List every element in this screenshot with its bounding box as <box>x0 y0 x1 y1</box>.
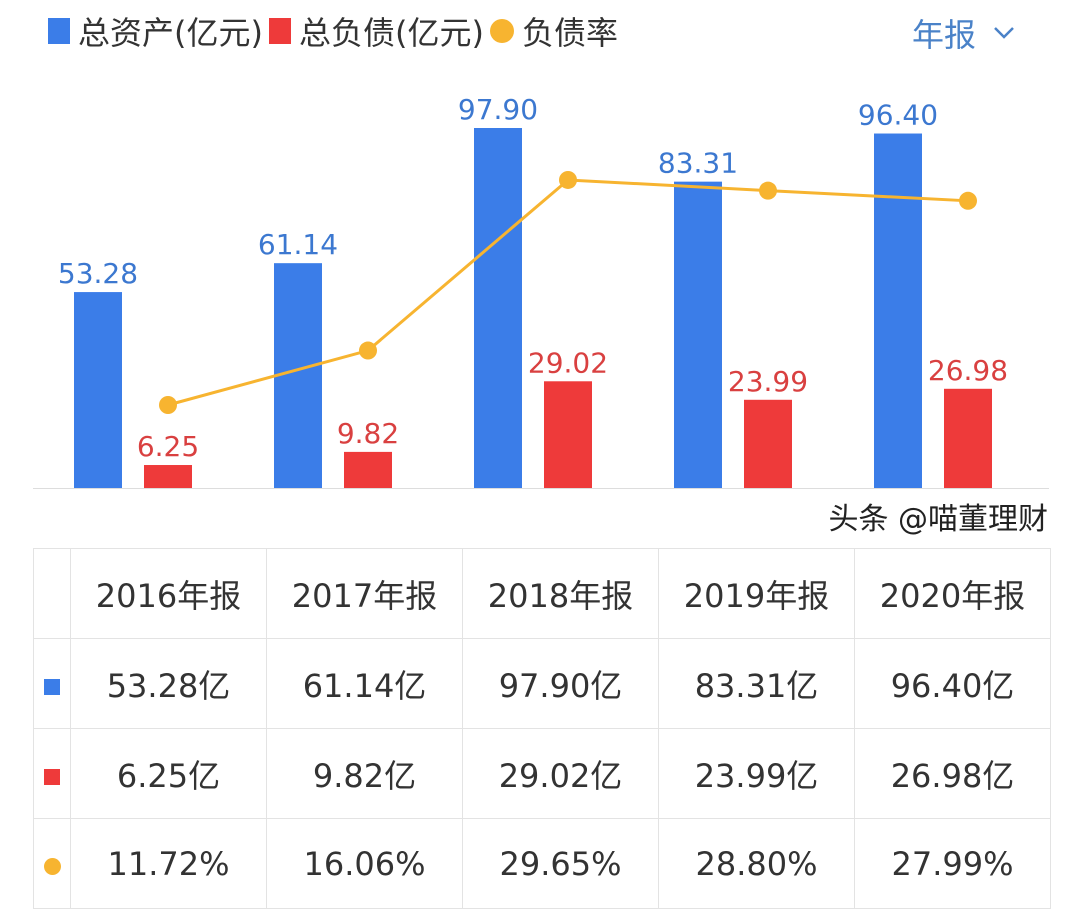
debt-ratio-point <box>759 181 777 200</box>
table-header-row: 2016年报 2017年报 2018年报 2019年报 2020年报 <box>33 548 1051 639</box>
data-label: 96.40 <box>858 99 938 132</box>
red-square-icon <box>44 768 60 785</box>
bar-liabilities <box>744 399 792 488</box>
row-key <box>33 638 71 729</box>
debt-ratio-point <box>959 191 977 210</box>
debt-ratio-point <box>159 396 177 414</box>
data-label: 61.14 <box>258 228 338 261</box>
legend-label: 总资产(亿元) <box>78 14 263 52</box>
bar-assets <box>74 292 122 488</box>
data-table: 2016年报 2017年报 2018年报 2019年报 2020年报 53.28… <box>33 548 1051 909</box>
period-selector[interactable]: 年报 <box>912 10 1016 56</box>
debt-ratio-point <box>559 170 577 189</box>
period-label: 年报 <box>912 16 977 54</box>
legend-label: 负债率 <box>521 14 618 52</box>
legend-total-assets[interactable]: 总资产(亿元) <box>48 8 263 54</box>
data-label: 9.82 <box>337 417 399 450</box>
data-label: 29.02 <box>528 346 608 379</box>
table-cell: 61.14亿 <box>266 638 463 729</box>
legend-total-liabilities[interactable]: 总负债(亿元) <box>268 8 484 54</box>
table-header: 2018年报 <box>462 548 659 639</box>
table-cell: 9.82亿 <box>266 728 463 819</box>
red-square-icon <box>268 18 291 44</box>
blue-square-icon <box>48 18 70 44</box>
bar-assets <box>874 133 922 488</box>
legend-debt-ratio[interactable]: 负债率 <box>489 8 618 54</box>
table-cell: 11.72% <box>70 818 267 909</box>
orange-circle-icon <box>43 857 61 875</box>
row-key <box>33 728 71 819</box>
chart-area: 53.28 61.14 97.90 83.31 96.40 6.25 9.82 29.02 23… <box>33 93 1049 489</box>
table-header: 2020年报 <box>854 548 1051 639</box>
data-label: 6.25 <box>137 430 199 463</box>
table-header: 2019年报 <box>658 548 855 639</box>
bar-liabilities <box>144 465 192 488</box>
table-cell: 16.06% <box>266 818 463 909</box>
row-key <box>33 818 71 909</box>
bar-liabilities <box>544 381 592 488</box>
blue-square-icon <box>44 678 60 695</box>
data-label: 53.28 <box>58 257 138 290</box>
bar-liabilities <box>944 388 992 488</box>
bar-assets <box>674 181 722 488</box>
chevron-down-icon <box>994 27 1014 39</box>
table-corner <box>33 548 71 639</box>
watermark: 头条 @喵董理财 <box>828 502 1048 537</box>
table-row-ratio: 11.72% 16.06% 29.65% 28.80% 27.99% <box>33 818 1051 909</box>
chart-legend: 总资产(亿元) 总负债(亿元) 负债率 <box>48 8 624 54</box>
table-cell: 26.98亿 <box>854 728 1051 819</box>
data-label: 23.99 <box>728 365 808 398</box>
legend-label: 总负债(亿元) <box>298 14 484 52</box>
bar-assets <box>274 263 322 488</box>
table-cell: 28.80% <box>658 818 855 909</box>
table-cell: 53.28亿 <box>70 638 267 729</box>
table-header: 2017年报 <box>266 548 463 639</box>
table-cell: 27.99% <box>854 818 1051 909</box>
table-cell: 83.31亿 <box>658 638 855 729</box>
data-label: 97.90 <box>458 93 538 126</box>
table-cell: 29.02亿 <box>462 728 659 819</box>
data-label: 83.31 <box>658 147 738 180</box>
table-cell: 29.65% <box>462 818 659 909</box>
table-cell: 23.99亿 <box>658 728 855 819</box>
table-header: 2016年报 <box>70 548 267 639</box>
bar-assets <box>474 128 522 488</box>
table-cell: 97.90亿 <box>462 638 659 729</box>
debt-ratio-point <box>359 341 377 360</box>
bar-liabilities <box>344 451 392 488</box>
table-cell: 96.40亿 <box>854 638 1051 729</box>
orange-circle-icon <box>489 19 514 43</box>
data-label: 26.98 <box>928 354 1008 387</box>
table-row-liabilities: 6.25亿 9.82亿 29.02亿 23.99亿 26.98亿 <box>33 728 1051 819</box>
table-cell: 6.25亿 <box>70 728 267 819</box>
table-row-assets: 53.28亿 61.14亿 97.90亿 83.31亿 96.40亿 <box>33 638 1051 729</box>
